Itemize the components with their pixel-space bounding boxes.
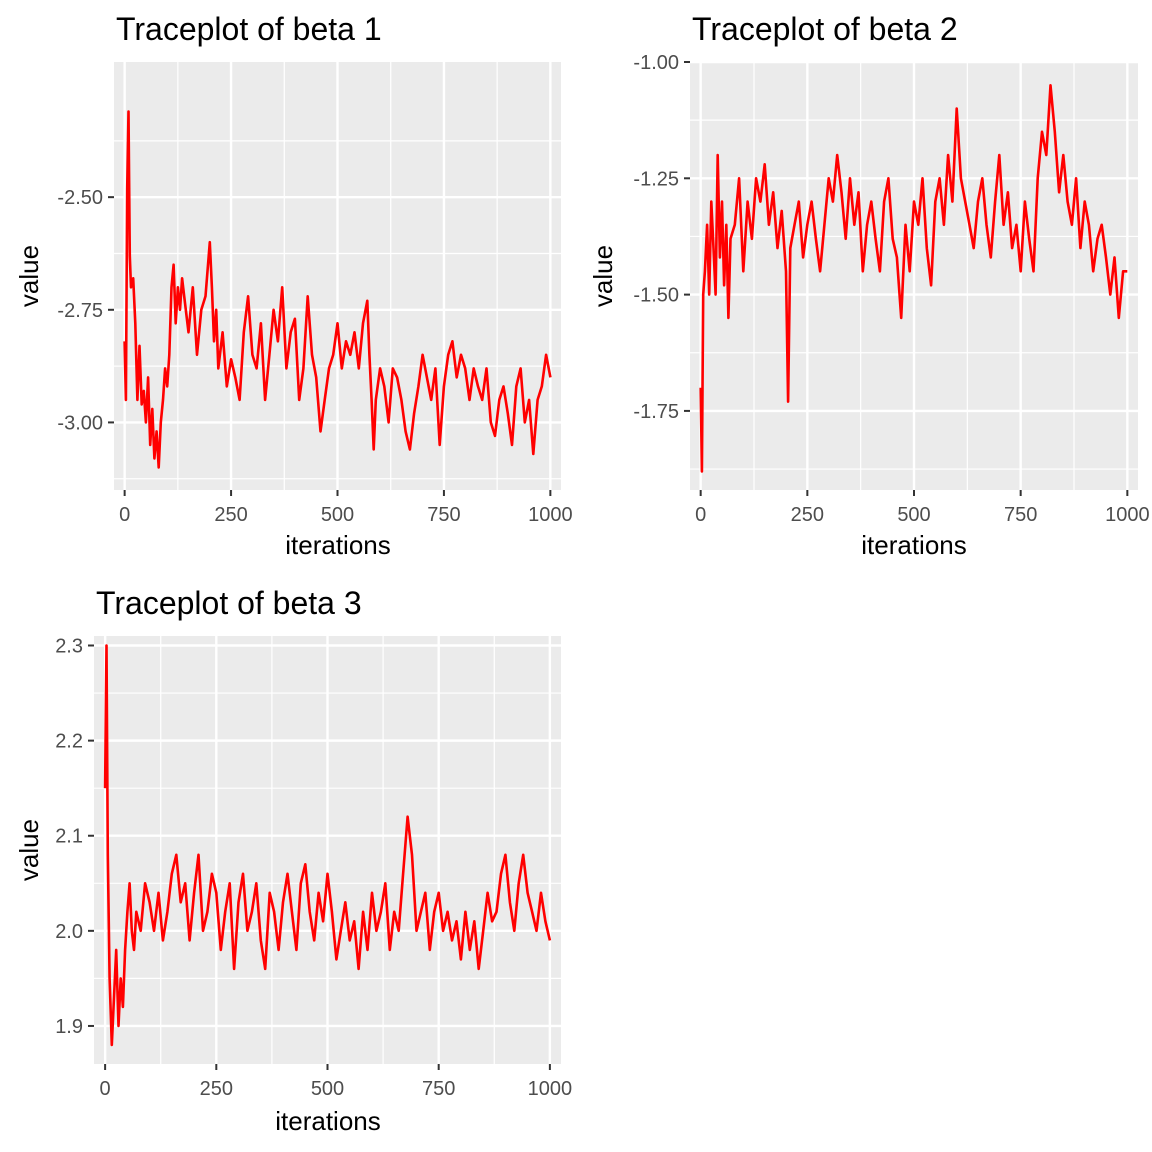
y-tick-label: -1.75 xyxy=(633,401,679,423)
x-tick-label: 750 xyxy=(427,504,460,526)
tick-labels: 0 250 500 750 1000 -1.00 -1.25 -1.50 -1.75 xyxy=(633,52,1149,526)
axis-ticks xyxy=(108,196,552,496)
tick-labels: 0 250 500 750 1000 1.9 2.0 2.1 2.2 2.3 xyxy=(55,636,572,1100)
axis-ticks xyxy=(684,61,1129,496)
y-axis-label: value xyxy=(14,245,44,307)
y-axis-label: value xyxy=(14,819,44,881)
x-axis-label: iterations xyxy=(861,530,967,560)
traceplot-panel-beta-1: 0 250 500 750 1000 -2.50 -2.75 -3.00 Traceplot … xyxy=(14,11,573,560)
x-tick-label: 750 xyxy=(422,1078,455,1100)
x-axis-label: iterations xyxy=(275,1106,381,1136)
x-tick-label: 500 xyxy=(321,504,354,526)
x-tick-label: 750 xyxy=(1004,504,1037,526)
y-tick-label: 2.1 xyxy=(55,826,83,848)
y-tick-label: -1.00 xyxy=(633,52,679,74)
trace-line xyxy=(103,644,552,1047)
x-tick-label: 1000 xyxy=(528,504,573,526)
y-tick-label: 2.0 xyxy=(55,921,83,943)
x-tick-label: 0 xyxy=(119,504,130,526)
trace-line xyxy=(123,110,552,469)
tick-labels: 0 250 500 750 1000 -2.50 -2.75 -3.00 xyxy=(57,187,572,526)
major-gridlines xyxy=(114,62,561,490)
y-tick-label: -2.75 xyxy=(57,300,103,322)
y-tick-label: 2.2 xyxy=(55,731,83,753)
x-tick-label: 1000 xyxy=(528,1078,573,1100)
traceplot-panel-beta-2: 0 250 500 750 1000 -1.00 -1.25 -1.50 -1.75 Trace… xyxy=(588,11,1150,560)
chart-title: Traceplot of beta 3 xyxy=(96,585,362,621)
y-tick-label: -1.50 xyxy=(633,285,679,307)
y-axis-label: value xyxy=(588,245,618,307)
x-tick-label: 1000 xyxy=(1105,504,1150,526)
chart-title: Traceplot of beta 2 xyxy=(692,11,958,47)
x-tick-label: 0 xyxy=(695,504,706,526)
x-tick-label: 250 xyxy=(791,504,824,526)
y-tick-label: -3.00 xyxy=(57,412,103,434)
x-axis-label: iterations xyxy=(285,530,391,560)
traceplot-panel-beta-3: 0 250 500 750 1000 1.9 2.0 2.1 2.2 2.3 Traceplot … xyxy=(14,585,572,1136)
y-tick-label: 2.3 xyxy=(55,636,83,658)
y-tick-label: 1.9 xyxy=(55,1016,83,1038)
x-tick-label: 500 xyxy=(311,1078,344,1100)
trace-line xyxy=(699,84,1128,473)
x-tick-label: 250 xyxy=(200,1078,233,1100)
x-tick-label: 250 xyxy=(214,504,247,526)
y-tick-label: -2.50 xyxy=(57,187,103,209)
y-tick-label: -1.25 xyxy=(633,168,679,190)
axis-ticks xyxy=(88,644,551,1070)
x-tick-label: 0 xyxy=(100,1078,111,1100)
x-tick-label: 500 xyxy=(897,504,930,526)
chart-title: Traceplot of beta 1 xyxy=(116,11,382,47)
